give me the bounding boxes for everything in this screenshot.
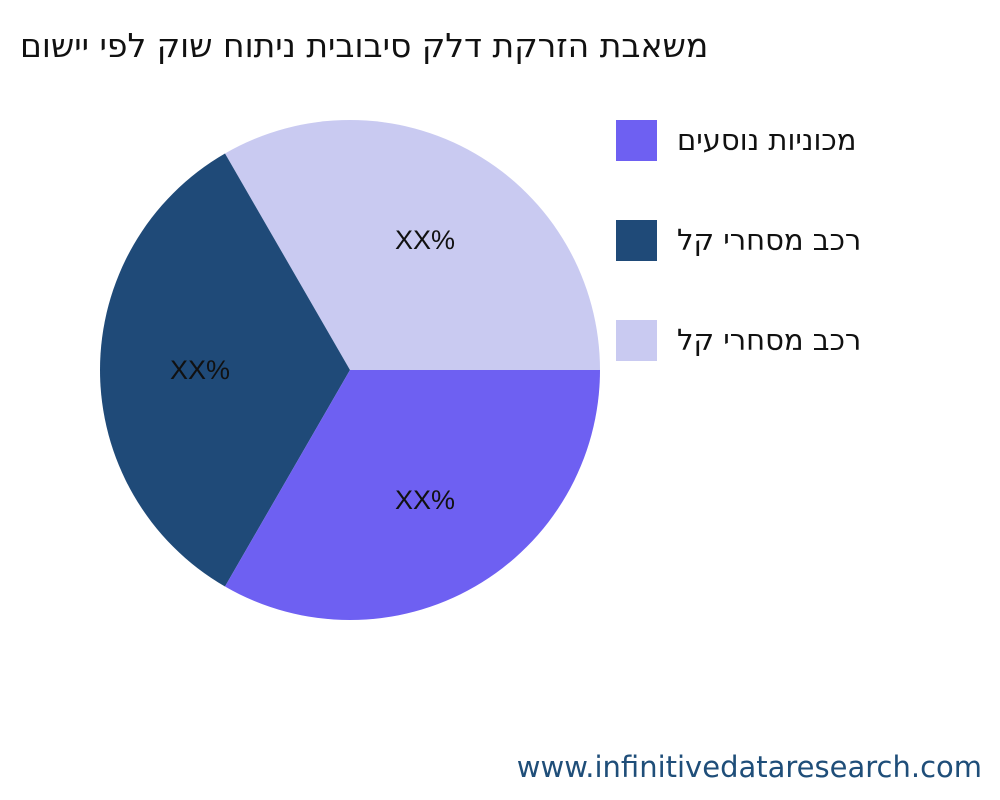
- legend-label: םיעסונ תוינוכמ: [677, 123, 857, 157]
- slice-data-label: XX%: [395, 485, 455, 515]
- legend-item: לק ירחסמ בכר: [616, 319, 861, 361]
- legend-label: לק ירחסמ בכר: [677, 323, 862, 357]
- slice-data-label: XX%: [170, 355, 230, 385]
- legend-label: לק ירחסמ בכר: [677, 223, 862, 257]
- legend-swatch: [616, 219, 657, 261]
- legend-item: םיעסונ תוינוכמ: [616, 119, 856, 161]
- pie-slice: [225, 370, 600, 620]
- chart-title: םושיי יפל קוש חותינ תיבוביס קלד תקרזה תב…: [20, 26, 709, 65]
- legend-item: לק ירחסמ בכר: [616, 219, 861, 261]
- slice-data-label: XX%: [395, 225, 455, 255]
- watermark-link[interactable]: www.infinitivedataresearch.com: [516, 750, 982, 784]
- legend-swatch: [616, 119, 657, 161]
- legend-swatch: [616, 319, 657, 361]
- pie-slice: [225, 119, 600, 370]
